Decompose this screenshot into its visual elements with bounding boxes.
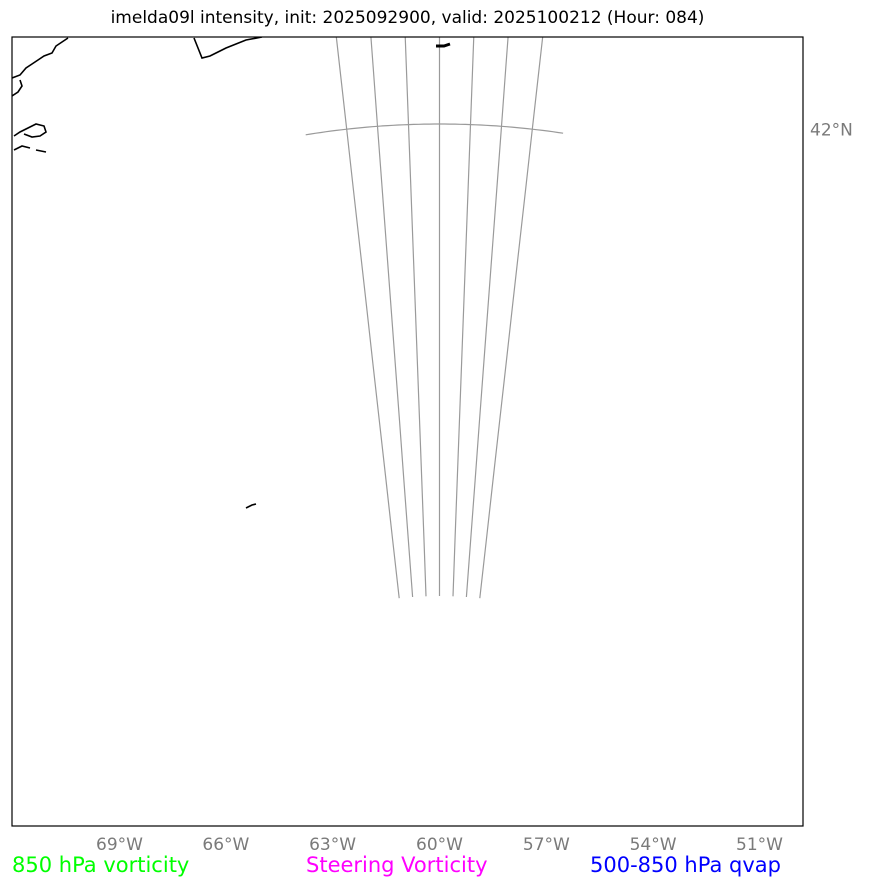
coastline-sable-island [436,42,451,48]
legend-850hpa-vorticity: 850 hPa vorticity [12,853,190,877]
lat-tick-labels: 27°N30°N33°N36°N39°N42°N [810,120,853,140]
chart-title: imelda09l intensity, init: 2025092900, v… [110,8,705,28]
lon-tick-label: 63°W [309,835,356,855]
map-background [12,37,803,826]
graticule [305,37,564,599]
coastline-nova-scotia [12,37,263,153]
lon-tick-label: 57°W [523,835,570,855]
parallel-line [305,123,564,136]
coastline [12,37,451,509]
legend-steering-vorticity: Steering Vorticity [306,853,488,877]
lon-tick-label: 66°W [202,835,249,855]
legend-qvap: 500-850 hPa qvap [590,853,781,877]
lon-tick-label: 69°W [96,835,143,855]
lon-tick-label: 51°W [736,835,783,855]
lon-tick-labels: 69°W 66°W 63°W 60°W 57°W 54°W 51°W [96,835,783,855]
coastline-bermuda [245,503,257,509]
lon-tick-label: 60°W [416,835,463,855]
lon-tick-label: 54°W [630,835,677,855]
map-frame [11,36,804,827]
lat-tick-label: 42°N [810,120,853,140]
